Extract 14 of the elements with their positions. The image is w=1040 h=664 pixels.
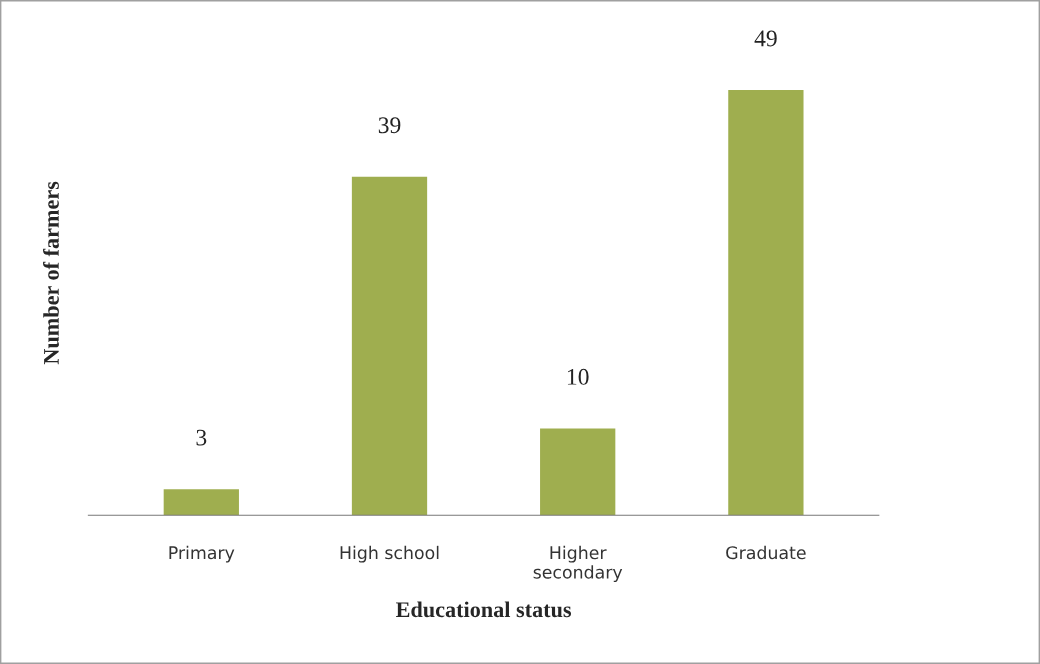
bar: [163, 489, 239, 516]
y-axis-title: Number of farmers: [43, 181, 59, 365]
x-axis-title: Educational status: [396, 601, 572, 618]
bar: [540, 428, 616, 516]
data-label: 49: [754, 30, 777, 47]
bar: [351, 176, 428, 516]
data-label: 39: [378, 117, 401, 134]
x-tick-label: Higher secondary: [533, 545, 623, 583]
bar: [728, 90, 804, 516]
x-tick-label: Primary: [169, 545, 235, 563]
x-tick-label: High school: [340, 545, 439, 563]
x-tick-label: Graduate: [726, 545, 806, 560]
data-label: 3: [196, 429, 207, 446]
data-label: 10: [567, 368, 589, 385]
